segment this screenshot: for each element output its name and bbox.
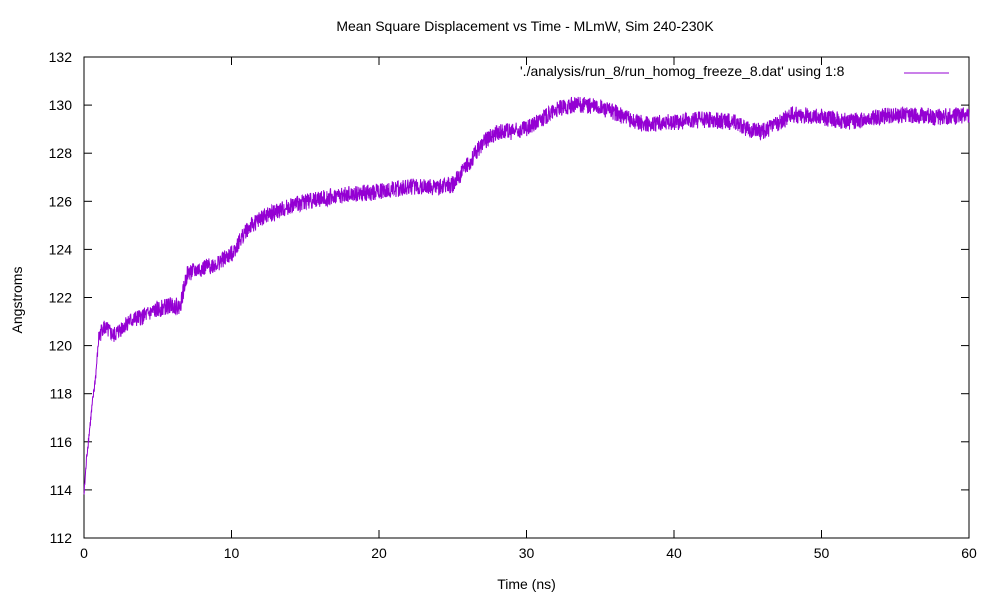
x-tick-label: 30 (519, 545, 535, 561)
plot-area (83, 96, 970, 495)
y-tick-label: 124 (49, 241, 73, 257)
y-tick-label: 122 (49, 290, 73, 306)
x-tick-label: 60 (961, 545, 977, 561)
y-tick-label: 112 (50, 530, 73, 546)
x-tick-label: 10 (224, 545, 240, 561)
x-tick-label: 40 (666, 545, 682, 561)
x-tick-label: 20 (371, 545, 387, 561)
series-line-0 (83, 96, 970, 495)
x-tick-label: 50 (814, 545, 830, 561)
y-tick-label: 128 (49, 145, 73, 161)
y-tick-label: 118 (50, 386, 73, 402)
y-tick-label: 116 (50, 434, 73, 450)
y-tick-label: 130 (49, 97, 73, 113)
y-tick-label: 120 (49, 338, 73, 354)
y-axis-label: Angstroms (9, 266, 25, 334)
x-axis-label: Time (ns) (497, 576, 556, 592)
axes: 0 10 20 30 40 50 60 112 114 116 118 120 122 124 126 128… (49, 49, 977, 561)
y-tick-label: 114 (50, 482, 73, 498)
y-tick-label: 132 (49, 49, 73, 65)
chart-title: Mean Square Displacement vs Time - MLmW,… (336, 18, 714, 34)
x-tick-label: 0 (80, 545, 88, 561)
legend-entry-label: './analysis/run_8/run_homog_freeze_8.dat… (520, 63, 845, 79)
y-tick-label: 126 (49, 193, 73, 209)
